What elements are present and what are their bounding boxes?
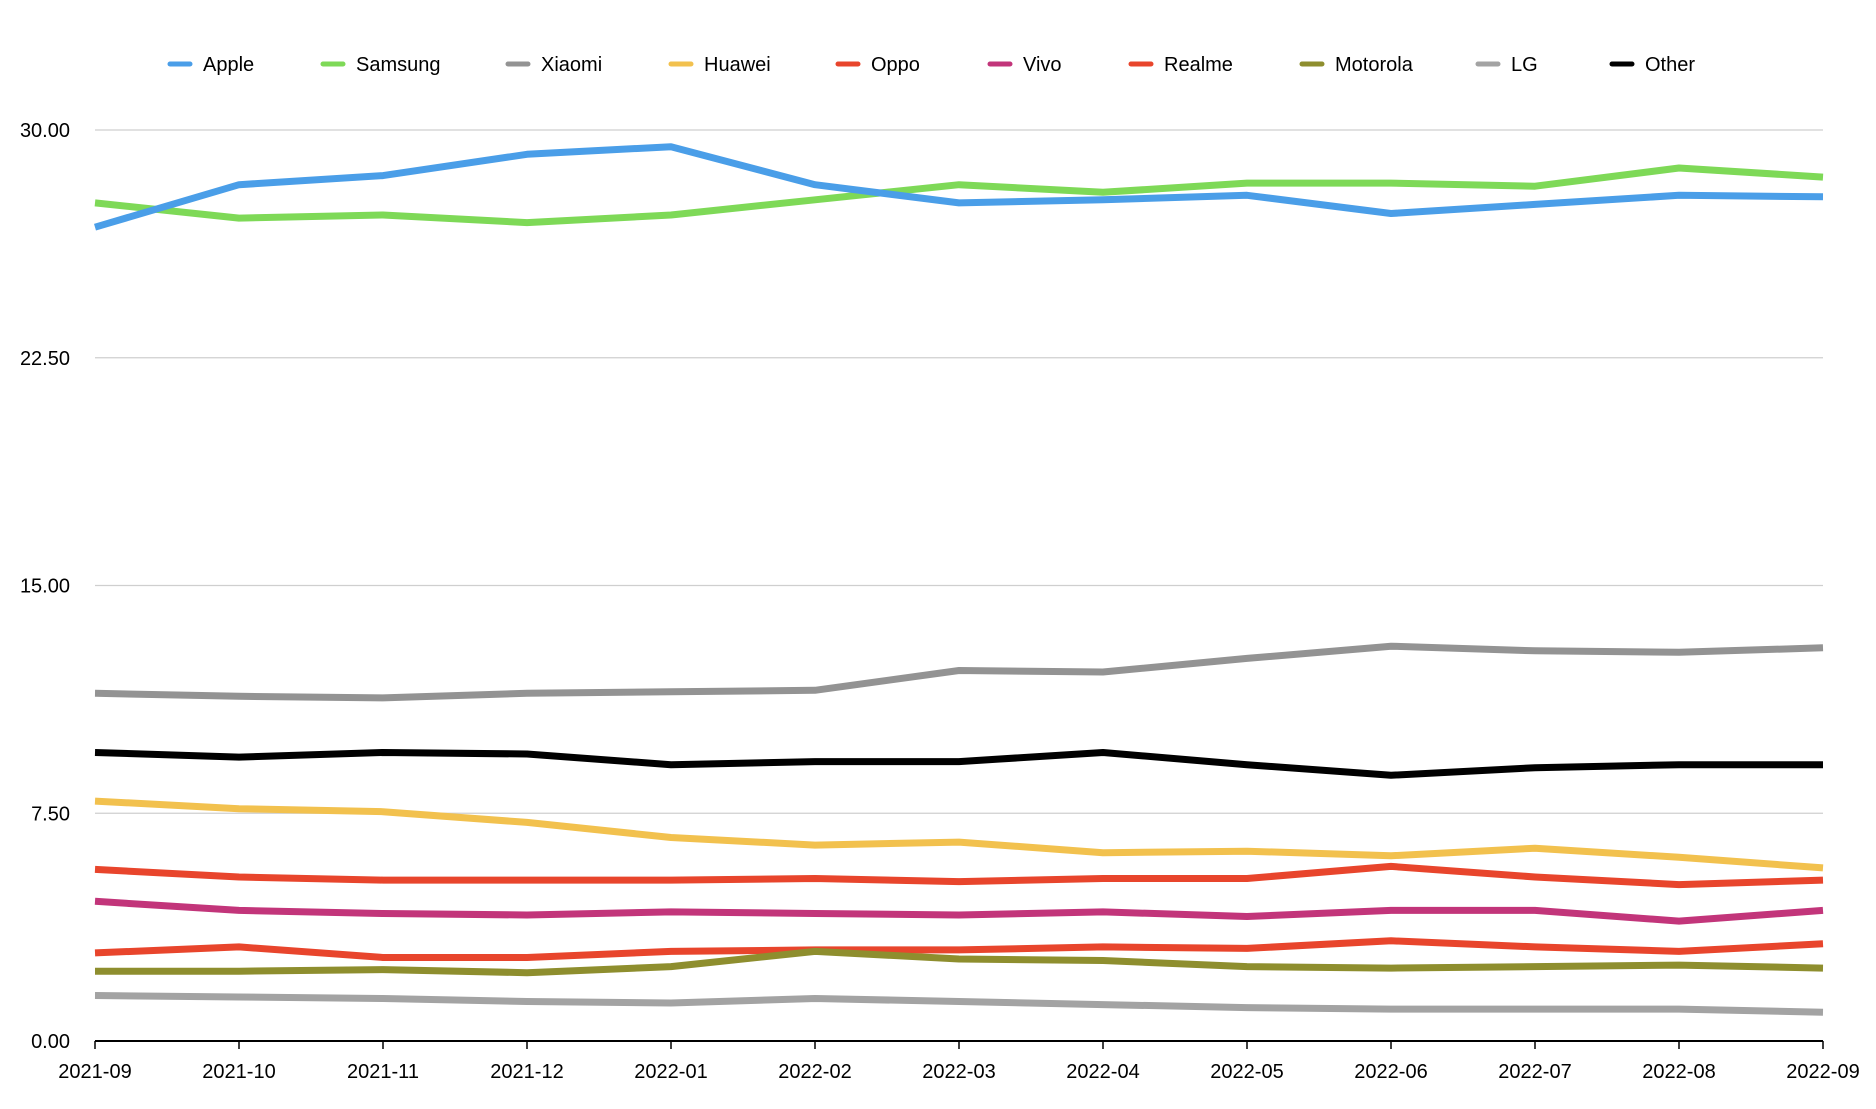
x-tick-label: 2022-02	[778, 1061, 851, 1083]
series-line-lg	[94, 992, 1824, 1016]
legend-label-vivo: Vivo	[1023, 54, 1062, 76]
x-tick-label: 2021-10	[202, 1061, 275, 1083]
legend-label-huawei: Huawei	[704, 54, 771, 76]
x-tick-label: 2022-06	[1354, 1061, 1427, 1083]
x-tick-label: 2022-01	[634, 1061, 707, 1083]
legend-label-realme: Realme	[1164, 54, 1233, 76]
x-tick-label: 2022-03	[922, 1061, 995, 1083]
axis-layer: 0.00 7.50 15.00 22.50 30.00 2021-09 2021-10 202…	[20, 120, 1860, 1083]
series-layer	[94, 143, 1824, 1016]
series-line-other	[94, 749, 1823, 779]
x-tick-label: 2021-09	[58, 1061, 131, 1083]
series-line-apple	[94, 143, 1824, 231]
legend-label-xiaomi: Xiaomi	[541, 54, 602, 76]
legend-label-motorola: Motorola	[1335, 54, 1414, 76]
legend-label-apple: Apple	[203, 54, 254, 76]
legend: Apple Samsung Xiaomi Huawei Oppo Vivo Realme Mo…	[167, 54, 1695, 76]
series-line-oppo	[94, 862, 1824, 889]
y-tick-label: 0.00	[31, 1031, 70, 1053]
y-tick-label: 15.00	[20, 576, 70, 598]
series-line-motorola	[95, 947, 1824, 977]
x-tick-label: 2022-04	[1066, 1061, 1139, 1083]
series-line-huawei	[94, 797, 1824, 872]
legend-label-oppo: Oppo	[871, 54, 920, 76]
x-tick-label: 2022-05	[1210, 1061, 1283, 1083]
y-tick-label: 22.50	[20, 348, 70, 370]
series-line-vivo	[94, 897, 1824, 925]
legend-label-lg: LG	[1511, 54, 1538, 76]
legend-label-other: Other	[1645, 54, 1695, 76]
x-tick-label: 2021-12	[490, 1061, 563, 1083]
y-tick-label: 30.00	[20, 120, 70, 142]
series-line-realme	[94, 937, 1824, 961]
x-tick-label: 2022-07	[1498, 1061, 1571, 1083]
grid-layer	[95, 129, 1823, 814]
series-line-samsung	[94, 164, 1824, 227]
x-tick-label: 2021-11	[347, 1061, 419, 1083]
x-tick-label: 2022-08	[1642, 1061, 1715, 1083]
x-tick-label: 2022-09	[1786, 1061, 1859, 1083]
legend-label-samsung: Samsung	[356, 54, 441, 76]
series-line-xiaomi	[94, 642, 1824, 702]
y-tick-label: 7.50	[31, 803, 70, 825]
